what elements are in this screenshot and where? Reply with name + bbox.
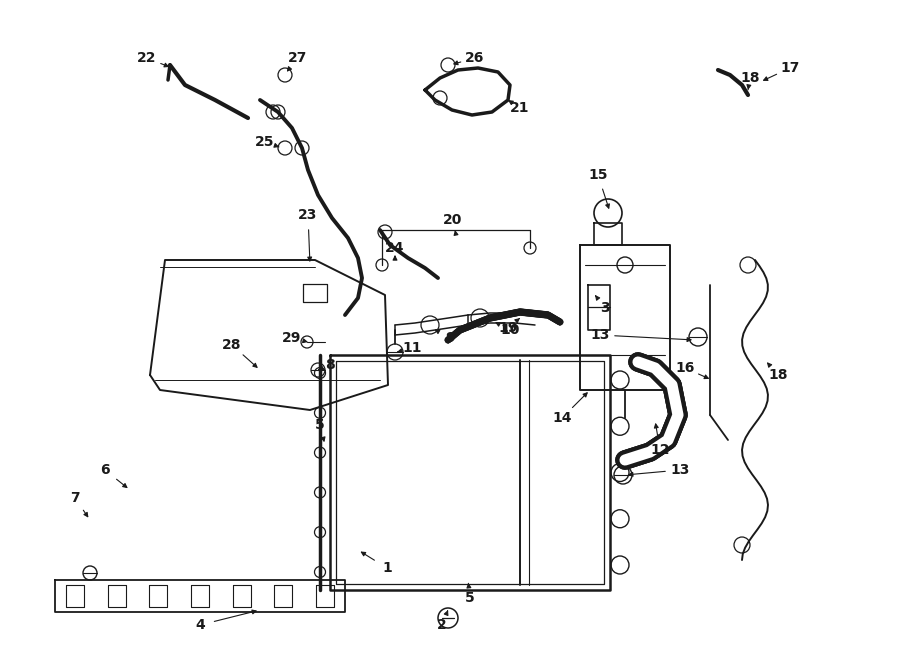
Text: 24: 24 (385, 241, 405, 255)
Text: 15: 15 (589, 168, 608, 182)
Text: 14: 14 (553, 411, 572, 425)
Text: 29: 29 (283, 331, 302, 345)
Text: 27: 27 (288, 51, 308, 65)
Text: 10: 10 (500, 323, 519, 337)
Text: 7: 7 (70, 491, 80, 505)
Text: 22: 22 (137, 51, 157, 65)
Text: 23: 23 (298, 208, 318, 222)
Text: 11: 11 (402, 341, 422, 355)
Text: 1: 1 (382, 561, 392, 575)
Text: 12: 12 (650, 443, 670, 457)
Text: 16: 16 (675, 361, 695, 375)
Text: 4: 4 (195, 618, 205, 632)
Text: 13: 13 (590, 328, 609, 342)
Text: 9: 9 (446, 331, 454, 345)
Text: 28: 28 (222, 338, 242, 352)
Text: 13: 13 (670, 463, 689, 477)
Text: 6: 6 (100, 463, 110, 477)
Text: 20: 20 (444, 213, 463, 227)
Text: 26: 26 (465, 51, 485, 65)
Text: 8: 8 (325, 358, 335, 372)
Text: 25: 25 (256, 135, 274, 149)
Text: 2: 2 (437, 618, 447, 632)
Text: 21: 21 (510, 101, 530, 115)
Text: 19: 19 (499, 321, 517, 335)
Text: 18: 18 (769, 368, 788, 382)
Text: 3: 3 (600, 301, 610, 315)
Text: 5: 5 (315, 418, 325, 432)
Text: 17: 17 (780, 61, 800, 75)
Text: 5: 5 (465, 591, 475, 605)
Text: 18: 18 (740, 71, 760, 85)
